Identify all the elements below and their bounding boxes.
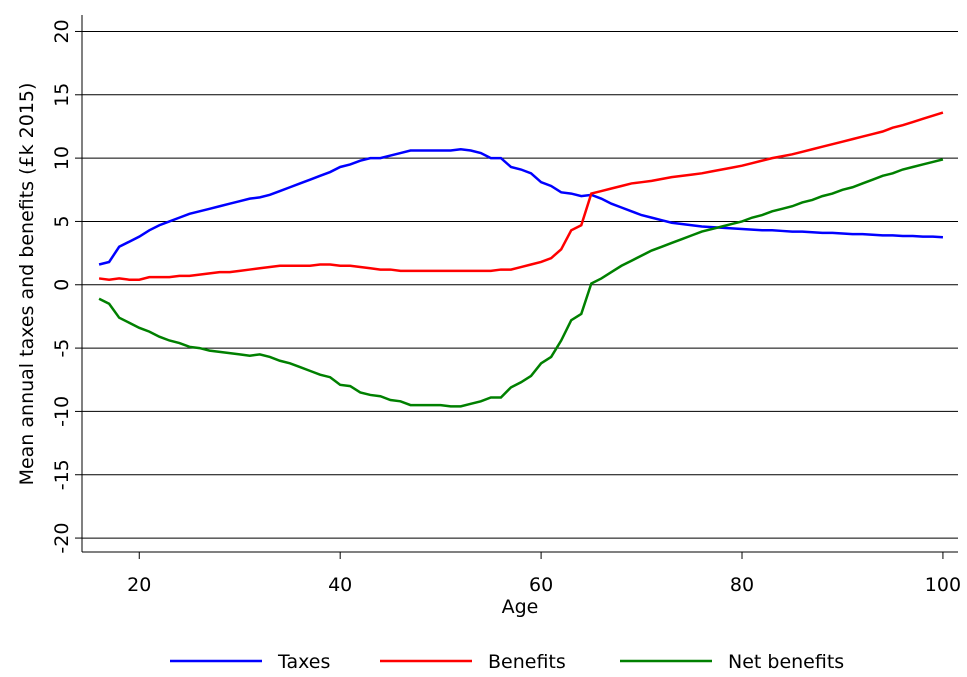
y-tick-label: -15 <box>51 459 73 490</box>
x-tick-label: 20 <box>127 574 151 596</box>
y-tick-label: 20 <box>51 19 73 43</box>
data-line <box>98 147 944 266</box>
x-tick-label: 40 <box>328 574 352 596</box>
y-tick-label: 15 <box>51 83 73 107</box>
y-tick-label: 0 <box>51 279 73 291</box>
legend-label: Net benefits <box>728 651 844 673</box>
y-tick-label: -10 <box>51 396 73 427</box>
y-tick-label: 5 <box>51 215 73 227</box>
y-tick-label: -20 <box>51 523 73 554</box>
data-line <box>98 158 944 408</box>
legend-label: Taxes <box>277 651 330 673</box>
y-tick-label: -5 <box>51 339 73 358</box>
x-tick-label: 100 <box>925 574 961 596</box>
x-tick-label: 60 <box>529 574 553 596</box>
y-axis-label: Mean annual taxes and benefits (£k 2015) <box>16 83 38 486</box>
y-tick-label: 10 <box>51 146 73 170</box>
x-tick-label: 80 <box>730 574 754 596</box>
legend-label: Benefits <box>488 651 566 673</box>
x-axis-label: Age <box>502 596 539 618</box>
data-line <box>98 111 944 281</box>
